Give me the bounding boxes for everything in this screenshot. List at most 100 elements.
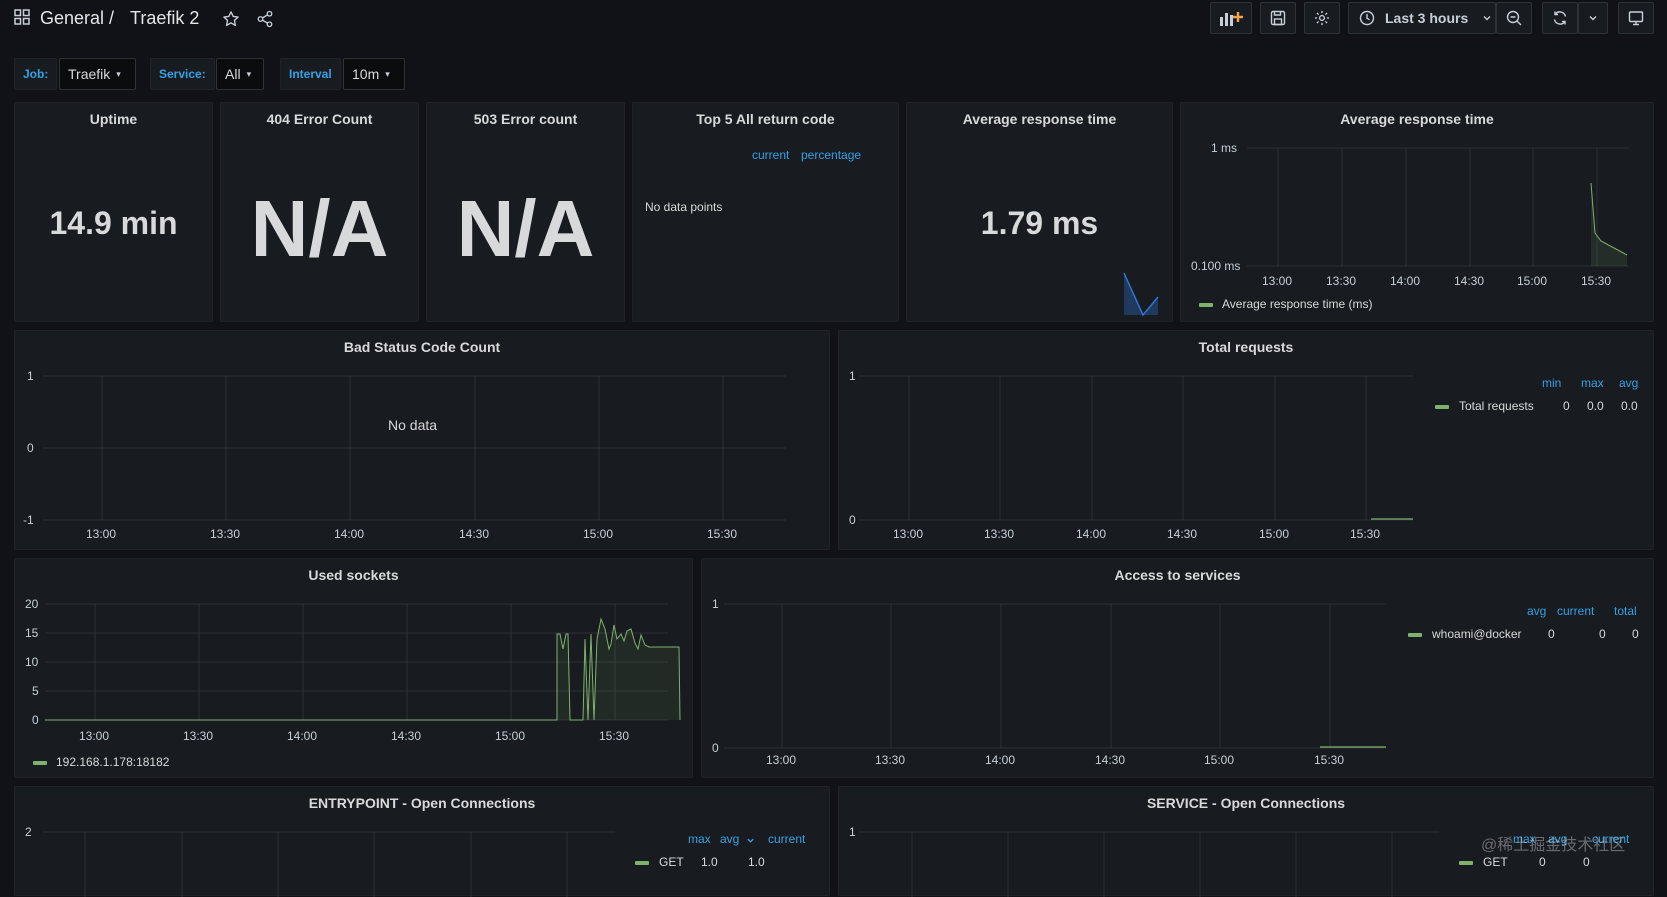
panel-503-error-count[interactable]: 503 Error count N/A [426, 102, 625, 322]
panel-total-requests[interactable]: Total requests 1 0 13:00 13:30 14:00 14:… [838, 330, 1654, 550]
legend-series-label[interactable]: Total requests [1459, 399, 1534, 413]
panel-used-sockets[interactable]: Used sockets 20 15 10 5 0 13:00 13:30 14… [14, 558, 693, 778]
variable-label-interval: Interval [280, 58, 341, 90]
y-tick: 2 [25, 825, 32, 839]
x-tick: 13:30 [984, 527, 1015, 541]
zoom-out-button[interactable] [1496, 2, 1532, 34]
time-picker-button[interactable]: Last 3 hours [1348, 2, 1496, 34]
variable-select-service[interactable]: All ▾ [216, 58, 264, 90]
y-tick: 20 [25, 597, 39, 611]
legend-swatch [1435, 405, 1449, 409]
stat-value: N/A [250, 184, 389, 273]
legend-series-label[interactable]: 192.168.1.178:18182 [56, 755, 170, 769]
y-tick: 1 [849, 369, 856, 383]
x-tick: 13:00 [1262, 274, 1293, 288]
panel-title: Average response time [962, 111, 1117, 127]
y-tick: 1 [27, 369, 34, 383]
y-tick: 1 ms [1211, 141, 1238, 155]
share-icon[interactable] [256, 10, 274, 31]
panel-service-open-connections[interactable]: SERVICE - Open Connections 1 max avg cur… [838, 786, 1654, 897]
panel-404-error-count[interactable]: 404 Error Count N/A [220, 102, 419, 322]
x-tick: 15:00 [1259, 527, 1290, 541]
legend-swatch [1408, 633, 1422, 637]
series-line [45, 617, 681, 721]
x-tick: 13:00 [79, 729, 110, 743]
dashboard-settings-button[interactable] [1304, 2, 1340, 34]
refresh-interval-button[interactable] [1578, 2, 1608, 34]
legend-header-avg[interactable]: avg [1619, 376, 1639, 390]
variable-label-service: Service: [150, 58, 215, 90]
save-dashboard-button[interactable] [1260, 2, 1296, 34]
legend-header-current[interactable]: current [1557, 604, 1595, 618]
x-tick: 14:00 [985, 753, 1016, 767]
legend-header-max[interactable]: max [688, 832, 711, 846]
dashboard-grid-icon[interactable] [14, 9, 30, 28]
panel-average-response-time-graph[interactable]: Average response time 1 ms 0.100 ms 13:0… [1180, 102, 1654, 322]
legend-header-max[interactable]: max [1513, 832, 1536, 846]
panel-title: Uptime [89, 111, 138, 127]
panel-top5-return-code[interactable]: Top 5 All return code current percentage… [632, 102, 899, 322]
star-icon[interactable] [222, 10, 240, 31]
breadcrumb-folder[interactable]: General [40, 8, 105, 28]
y-tick: 5 [32, 684, 39, 698]
legend-header-avg[interactable]: avg [1548, 832, 1568, 846]
variable-value-job: Traefik [68, 66, 111, 82]
legend-header-current[interactable]: current [768, 832, 806, 846]
sort-chevron-icon [746, 833, 755, 848]
legend-header-current[interactable]: current [1592, 832, 1630, 846]
variable-select-interval[interactable]: 10m ▾ [343, 58, 405, 90]
legend-header-avg[interactable]: avg [1527, 604, 1547, 618]
x-tick: 13:00 [86, 527, 117, 541]
panel-bad-status-code-count[interactable]: Bad Status Code Count 1 0 -1 13:00 13:30… [14, 330, 830, 550]
y-tick: 0 [32, 713, 39, 727]
settings-icon [1313, 9, 1331, 27]
panel-access-to-services[interactable]: Access to services 1 0 13:00 13:30 14:00… [701, 558, 1654, 778]
panel-title: Total requests [1198, 339, 1294, 355]
x-tick: 15:00 [495, 729, 526, 743]
legend-value-max: 0.0 [1587, 399, 1604, 413]
panel-title: SERVICE - Open Connections [1146, 795, 1346, 811]
variable-label-job: Job: [14, 58, 58, 90]
legend-header-percentage[interactable]: percentage [801, 148, 862, 162]
tv-mode-button[interactable] [1618, 2, 1654, 34]
x-tick: 14:30 [459, 527, 490, 541]
x-tick: 14:00 [287, 729, 318, 743]
legend-value-avg: 0.0 [1621, 399, 1638, 413]
legend-series-label[interactable]: GET [659, 855, 684, 869]
panel-average-response-time-stat[interactable]: Average response time 1.79 ms [906, 102, 1173, 322]
panel-title: Top 5 All return code [696, 111, 835, 127]
y-tick: 0 [712, 741, 719, 755]
legend-series-label[interactable]: whoami@docker [1432, 627, 1522, 641]
panel-uptime[interactable]: Uptime 14.9 min [14, 102, 213, 322]
panel-entrypoint-open-connections[interactable]: ENTRYPOINT - Open Connections 2 max avg … [14, 786, 830, 897]
top-navbar: General / Traefik 2 Last 3 hours [0, 0, 1667, 42]
legend-series-label[interactable]: GET [1483, 855, 1508, 869]
panel-title: 503 Error count [473, 111, 578, 127]
panel-title: Used sockets [308, 567, 399, 583]
sparkline [1123, 272, 1159, 317]
x-tick: 14:00 [334, 527, 365, 541]
x-tick: 14:30 [1454, 274, 1485, 288]
panel-title: ENTRYPOINT - Open Connections [308, 795, 536, 811]
add-panel-button[interactable] [1210, 2, 1252, 34]
series-line [1590, 182, 1628, 256]
legend-header-min[interactable]: min [1542, 376, 1562, 390]
legend-value-current: 0 [1599, 627, 1606, 641]
y-tick: 0 [27, 441, 34, 455]
legend-series-label[interactable]: Average response time (ms) [1222, 297, 1373, 311]
variable-select-job[interactable]: Traefik ▾ [59, 58, 136, 90]
refresh-button[interactable] [1542, 2, 1578, 34]
legend-header-avg[interactable]: avg [720, 832, 740, 846]
stat-value: 1.79 ms [980, 205, 1099, 241]
x-tick: 13:30 [183, 729, 214, 743]
x-tick: 15:30 [1350, 527, 1381, 541]
y-tick: 0 [849, 513, 856, 527]
variable-value-service: All [225, 66, 241, 82]
legend-header-current[interactable]: current [752, 148, 790, 162]
dashboard-title[interactable]: Traefik 2 [130, 8, 200, 28]
legend-header-total[interactable]: total [1614, 604, 1637, 618]
add-panel-icon [1219, 9, 1243, 27]
x-tick: 14:30 [1167, 527, 1198, 541]
zoom-out-icon [1506, 10, 1522, 26]
legend-header-max[interactable]: max [1581, 376, 1604, 390]
